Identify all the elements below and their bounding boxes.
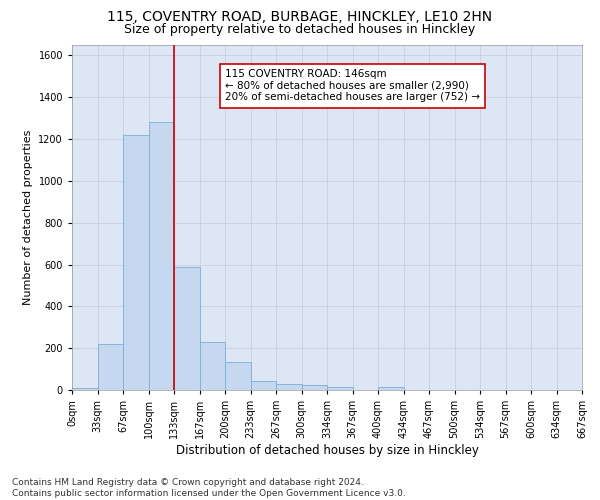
Text: Size of property relative to detached houses in Hinckley: Size of property relative to detached ho…: [124, 22, 476, 36]
Bar: [199, 342, 225, 390]
Bar: [378, 388, 404, 390]
Bar: [225, 362, 251, 390]
Bar: [302, 385, 327, 390]
Bar: [276, 384, 302, 390]
Bar: [97, 344, 123, 390]
Bar: [251, 380, 276, 390]
Bar: [327, 387, 353, 390]
Y-axis label: Number of detached properties: Number of detached properties: [23, 130, 33, 305]
Bar: [174, 266, 199, 390]
Bar: [149, 122, 174, 390]
Text: 115, COVENTRY ROAD, BURBAGE, HINCKLEY, LE10 2HN: 115, COVENTRY ROAD, BURBAGE, HINCKLEY, L…: [107, 10, 493, 24]
Text: Contains HM Land Registry data © Crown copyright and database right 2024.
Contai: Contains HM Land Registry data © Crown c…: [12, 478, 406, 498]
Bar: [72, 388, 97, 390]
X-axis label: Distribution of detached houses by size in Hinckley: Distribution of detached houses by size …: [176, 444, 478, 457]
Text: 115 COVENTRY ROAD: 146sqm
← 80% of detached houses are smaller (2,990)
20% of se: 115 COVENTRY ROAD: 146sqm ← 80% of detac…: [225, 69, 480, 102]
Bar: [123, 135, 149, 390]
